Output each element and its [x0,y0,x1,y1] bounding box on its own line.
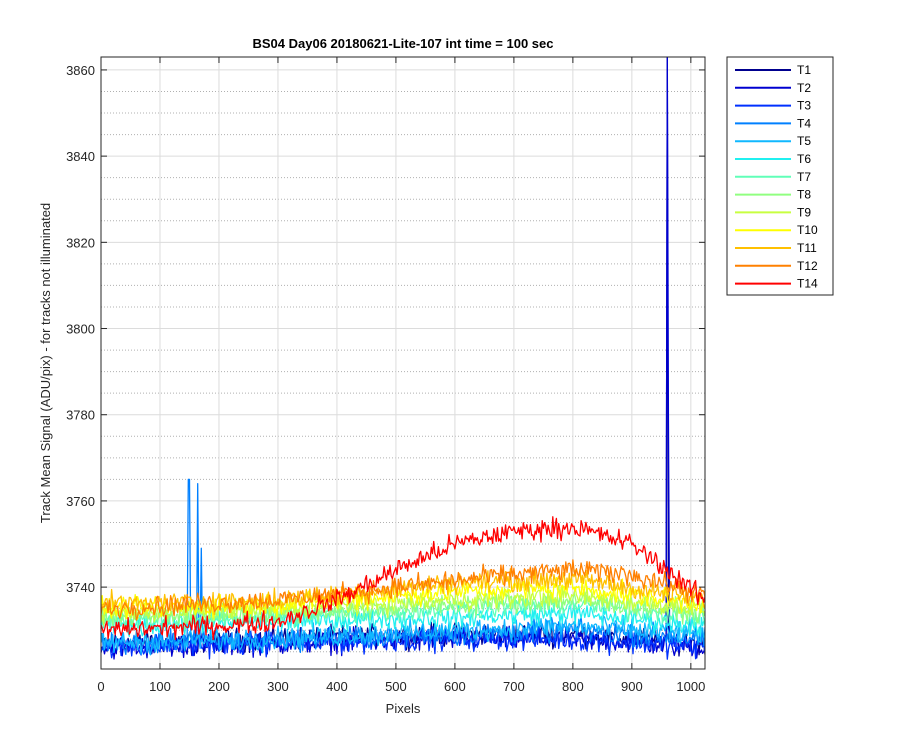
y-tick-label: 3820 [66,235,95,250]
legend-label-t5: T5 [797,134,811,148]
legend-label-t14: T14 [797,277,818,291]
x-tick-label: 1000 [676,679,705,694]
x-tick-label: 300 [267,679,289,694]
plot-area [101,57,705,660]
legend-label-t7: T7 [797,170,811,184]
legend-label-t3: T3 [797,99,811,113]
series-line-t3 [101,624,705,660]
legend-label-t9: T9 [797,205,811,219]
legend-label-t8: T8 [797,188,811,202]
minor-grid [101,90,705,653]
x-axis-label: Pixels [386,701,421,716]
x-tick-label: 0 [97,679,104,694]
chart-title: BS04 Day06 20180621-Lite-107 int time = … [253,36,554,51]
legend-label-t2: T2 [797,81,811,95]
legend-label-t11: T11 [797,241,817,255]
y-tick-label: 3840 [66,149,95,164]
series-line-t4 [101,478,705,656]
plot-frame [100,56,706,670]
series-line-t1 [101,57,705,657]
x-tick-label: 700 [503,679,525,694]
y-tick-label: 3800 [66,322,95,337]
legend-label-t6: T6 [797,152,811,166]
x-tick-label: 100 [149,679,171,694]
x-tick-label: 500 [385,679,407,694]
x-tick-label: 600 [444,679,466,694]
y-tick-label: 3780 [66,408,95,423]
legend-label-t12: T12 [797,259,818,273]
x-tick-label: 200 [208,679,230,694]
y-tick-label: 3860 [66,63,95,78]
series-line-t12 [101,559,705,621]
x-tick-label: 800 [562,679,584,694]
legend-label-t1: T1 [797,63,811,77]
series-line-t14 [101,516,705,641]
legend-label-t10: T10 [797,223,818,237]
x-tick-label: 400 [326,679,348,694]
legend-label-t4: T4 [797,116,811,130]
series-line-t2 [101,57,705,660]
y-tick-label: 3740 [66,580,95,595]
axis-ticks: 0 100 200 300 400 500 600 700 800 900 1000 3740 3760… [66,57,705,694]
series-layer [101,57,705,660]
series-line-t5 [101,615,705,656]
x-tick-label: 900 [621,679,643,694]
legend: T1 T2 T3 T4 T5 T6 T7 T8 T9 T10 T11 T12 T14 [726,56,834,296]
y-tick-label: 3760 [66,494,95,509]
y-axis-label: Track Mean Signal (ADU/pix) - for tracks… [38,203,53,523]
